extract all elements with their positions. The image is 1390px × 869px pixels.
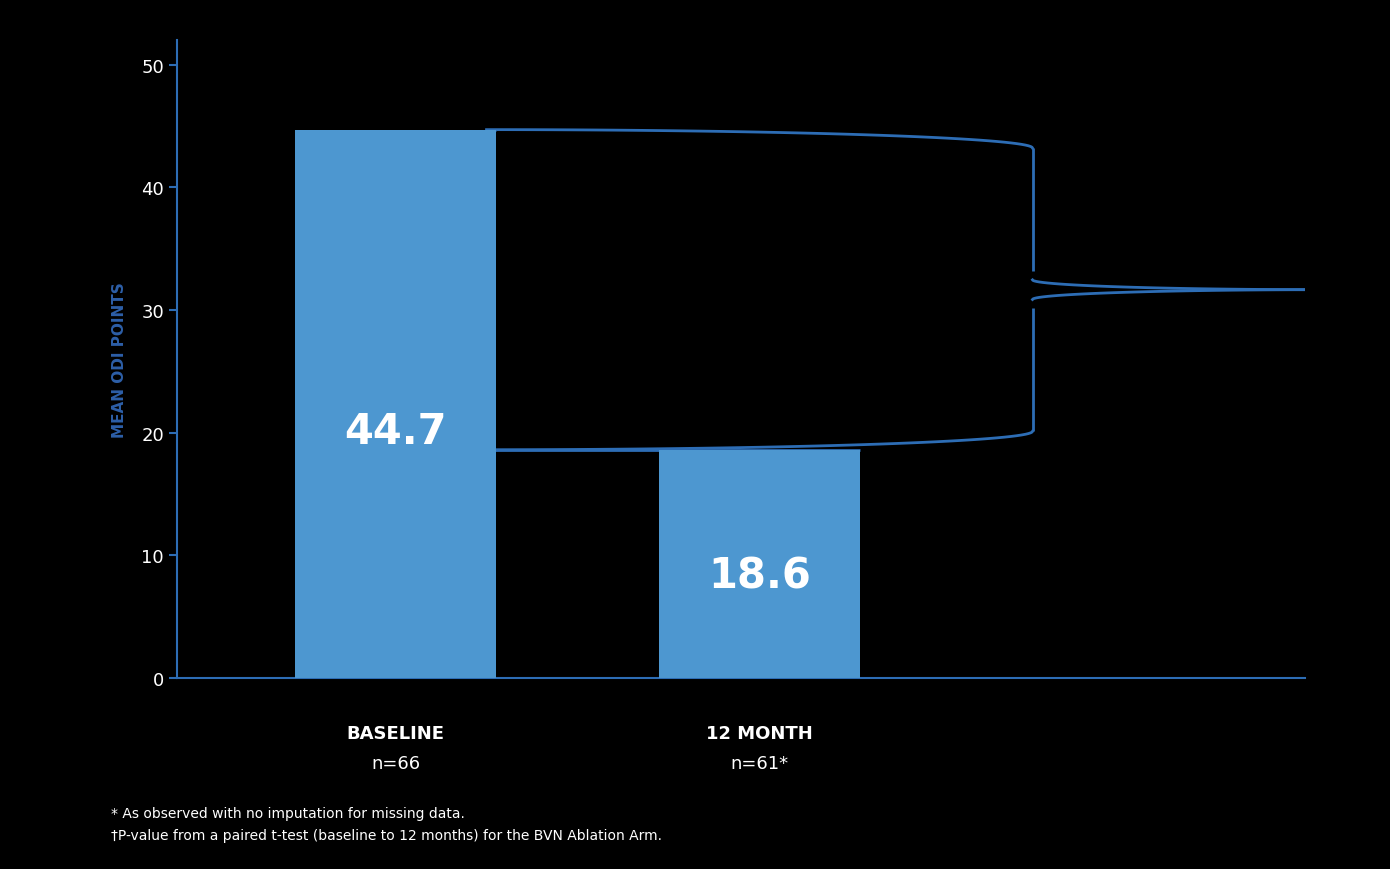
Text: n=66: n=66 [371, 754, 420, 772]
Bar [659, 450, 859, 678]
Text: BASELINE: BASELINE [346, 725, 445, 743]
Text: 12 MONTH: 12 MONTH [706, 725, 813, 743]
Text: 18.6: 18.6 [708, 554, 810, 596]
Text: n=61*: n=61* [731, 754, 788, 772]
Text: 44.7: 44.7 [345, 411, 446, 453]
Text: †P-value from a paired t-test (baseline to 12 months) for the BVN Ablation Arm.: †P-value from a paired t-test (baseline … [111, 827, 662, 841]
Bar [296, 130, 496, 678]
Text: * As observed with no imputation for missing data.: * As observed with no imputation for mis… [111, 806, 466, 819]
Y-axis label: MEAN ODI POINTS: MEAN ODI POINTS [113, 282, 128, 437]
